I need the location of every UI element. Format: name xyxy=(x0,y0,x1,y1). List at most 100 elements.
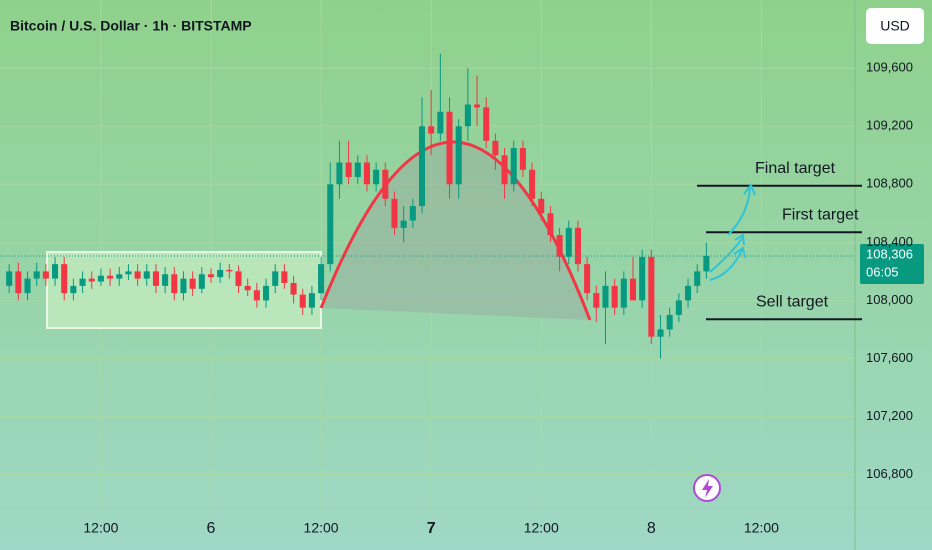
x-tick-label: 8 xyxy=(647,520,656,537)
candle-body xyxy=(584,264,591,294)
candle-body xyxy=(703,255,710,272)
candle-body xyxy=(207,274,215,278)
candle-body xyxy=(657,329,664,337)
candle-body xyxy=(629,278,637,301)
last-price-label: 108,306 xyxy=(866,246,913,261)
candle-body xyxy=(538,198,545,214)
x-tick-label: 12:00 xyxy=(524,520,559,536)
cup-curve xyxy=(319,140,592,321)
candle-body xyxy=(226,269,233,272)
candle-body xyxy=(428,126,435,134)
candle-body xyxy=(97,275,104,282)
candle-body xyxy=(382,169,389,199)
target-label: Sell target xyxy=(756,293,829,310)
candle-body xyxy=(171,274,178,294)
chart-title: Bitcoin / U.S. Dollar · 1h · BITSTAMP xyxy=(10,18,252,34)
candle-body xyxy=(336,162,343,185)
y-tick-label: 108,400 xyxy=(866,234,913,249)
candle-body xyxy=(418,126,426,207)
candle-body xyxy=(125,271,132,275)
candle-body xyxy=(529,169,536,199)
arrow xyxy=(709,246,746,281)
candle-body xyxy=(648,256,655,337)
candle-body xyxy=(547,213,554,236)
candle-body xyxy=(308,293,315,308)
candle-body xyxy=(217,269,224,278)
candle-body xyxy=(61,264,68,294)
last-price-box xyxy=(860,243,924,284)
candle-body xyxy=(666,314,673,330)
candle-body xyxy=(290,282,297,295)
candle-body xyxy=(510,148,517,185)
candle-body xyxy=(299,294,306,308)
candle-body xyxy=(263,285,270,301)
candle-body xyxy=(15,271,22,294)
overlay: Final target First target Sell target 108,3… xyxy=(0,160,924,321)
candle-body xyxy=(409,206,416,221)
candle-body xyxy=(565,227,572,257)
candle-body xyxy=(685,285,692,301)
candle-body xyxy=(519,148,526,170)
candle-body xyxy=(483,107,490,141)
candle-body xyxy=(327,184,334,265)
candle-body xyxy=(455,126,462,185)
candle-body xyxy=(134,271,141,279)
candle-body xyxy=(363,162,370,185)
candles xyxy=(6,53,710,359)
candle-body xyxy=(6,271,13,286)
candle-body xyxy=(391,198,398,228)
y-tick-label: 107,200 xyxy=(866,408,913,423)
y-tick-label: 107,600 xyxy=(866,350,913,365)
x-tick-label: 6 xyxy=(207,520,216,537)
currency-label[interactable]: USD xyxy=(880,18,910,34)
candle-body xyxy=(152,271,159,286)
x-tick-label: 7 xyxy=(427,520,436,537)
target-label: Final target xyxy=(755,160,836,177)
candle-body xyxy=(400,220,407,228)
candle-body xyxy=(107,275,114,279)
candle-body xyxy=(639,256,646,301)
candle-body xyxy=(70,285,77,294)
candle-body xyxy=(79,278,86,286)
candle-body xyxy=(52,264,59,279)
candle-body xyxy=(446,111,453,185)
candle-body xyxy=(354,162,361,178)
y-tick-label: 109,200 xyxy=(866,118,913,133)
candle-body xyxy=(180,278,187,294)
y-tick-label: 108,800 xyxy=(866,176,913,191)
candle-body xyxy=(143,271,150,279)
y-tick-label: 109,600 xyxy=(866,60,913,75)
candle-body xyxy=(244,285,251,291)
candle-body xyxy=(593,293,600,308)
currency-button[interactable] xyxy=(866,8,924,44)
candle-body xyxy=(116,274,123,279)
candle-body xyxy=(42,271,49,279)
candle-body xyxy=(235,271,242,286)
candle-body xyxy=(694,271,701,286)
candle-body xyxy=(437,111,444,134)
candle-body xyxy=(272,271,279,286)
arrow xyxy=(727,183,756,236)
candle-body xyxy=(345,162,352,178)
candle-body xyxy=(602,285,609,308)
target-label: First target xyxy=(782,206,859,223)
assistant-bolt xyxy=(702,479,713,498)
candle-body xyxy=(24,278,31,294)
candle-body xyxy=(501,155,508,185)
arrow xyxy=(709,233,745,273)
candle-body xyxy=(198,274,205,289)
candle-body xyxy=(162,274,169,286)
countdown-label: 06:05 xyxy=(866,264,899,279)
x-tick-label: 12:00 xyxy=(744,520,779,536)
candle-body xyxy=(88,278,95,282)
candle-body xyxy=(574,227,581,265)
candle-body xyxy=(675,300,682,315)
candle-body xyxy=(318,264,325,294)
y-tick-label: 108,000 xyxy=(866,292,913,307)
candle-body xyxy=(253,290,260,301)
candle-body xyxy=(33,271,40,279)
candle-body xyxy=(281,271,288,283)
y-tick-label: 106,800 xyxy=(866,466,913,481)
x-tick-label: 12:00 xyxy=(304,520,339,536)
